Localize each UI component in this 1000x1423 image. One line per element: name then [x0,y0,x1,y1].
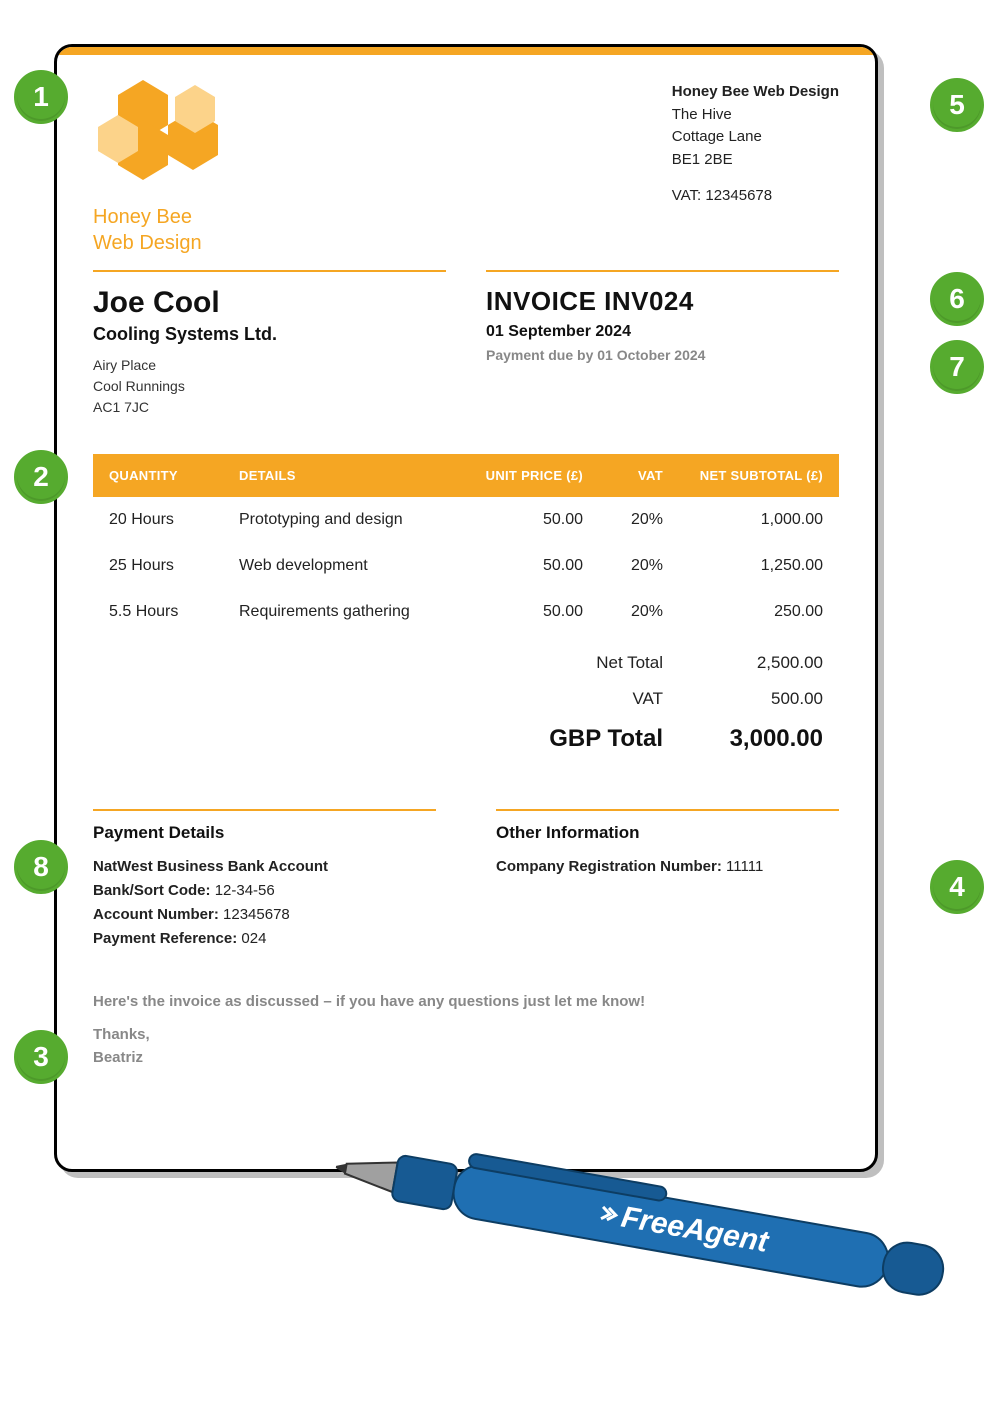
callout-badge-4: 4 [930,860,984,914]
vat-total-value: 500.00 [663,689,823,709]
billto-postcode: AC1 7JC [93,397,446,418]
other-info-block: Other Information Company Registration N… [496,809,839,951]
cell-vat: 20% [583,557,663,575]
payment-ref: Payment Reference: 024 [93,927,436,951]
invoice-meta-block: INVOICE INV024 01 September 2024 Payment… [486,256,839,363]
note-signoff: Thanks, Beatriz [93,1024,839,1069]
table-row: 25 HoursWeb development50.0020%1,250.00 [93,543,839,589]
line-items-table: QUANTITY DETAILS UNIT PRICE (£) VAT NET … [93,454,839,765]
totals-block: Net Total 2,500.00 VAT 500.00 GBP Total … [93,635,839,765]
logo-block: Honey Bee Web Design [93,75,313,256]
pen-arrow-icon [601,1207,617,1221]
invoice-title: INVOICE INV024 [486,286,839,317]
note-block: Here's the invoice as discussed – if you… [93,993,839,1069]
cell-subtotal: 1,000.00 [663,511,823,529]
table-header: QUANTITY DETAILS UNIT PRICE (£) VAT NET … [93,454,839,497]
cell-qty: 20 Hours [109,511,239,529]
payment-sort-label: Bank/Sort Code: [93,882,211,899]
grand-total-line: GBP Total 3,000.00 [109,717,823,761]
logo-text: Honey Bee Web Design [93,204,313,256]
billto-addr1: Airy Place [93,355,446,376]
company-reg-label: Company Registration Number: [496,858,722,875]
sender-vat: VAT: 12345678 [672,185,839,208]
logo-line2: Web Design [93,230,313,256]
payment-bank: NatWest Business Bank Account [93,855,436,879]
cell-details: Requirements gathering [239,603,463,621]
billto-company: Cooling Systems Ltd. [93,324,446,345]
bill-row: Joe Cool Cooling Systems Ltd. Airy Place… [93,256,839,418]
logo-line1: Honey Bee [93,204,313,230]
th-quantity: QUANTITY [109,468,239,483]
vat-total-line: VAT 500.00 [109,681,823,717]
cell-qty: 25 Hours [109,557,239,575]
sender-addr2: Cottage Lane [672,126,839,149]
net-total-line: Net Total 2,500.00 [109,645,823,681]
payment-ref-label: Payment Reference: [93,930,237,947]
divider [496,809,839,811]
cell-unit-price: 50.00 [463,603,583,621]
bill-to-block: Joe Cool Cooling Systems Ltd. Airy Place… [93,256,446,418]
sender-addr1: The Hive [672,104,839,127]
note-sign1: Thanks, [93,1024,839,1047]
payment-details-block: Payment Details NatWest Business Bank Ac… [93,809,436,951]
billto-name: Joe Cool [93,286,446,320]
th-details: DETAILS [239,468,463,483]
callout-badge-7: 7 [930,340,984,394]
sender-postcode: BE1 2BE [672,149,839,172]
net-total-value: 2,500.00 [663,653,823,673]
cell-subtotal: 250.00 [663,603,823,621]
grand-total-value: 3,000.00 [663,725,823,753]
table-row: 20 HoursPrototyping and design50.0020%1,… [93,497,839,543]
sender-block: Honey Bee Web Design The Hive Cottage La… [672,75,839,256]
payment-heading: Payment Details [93,823,436,843]
callout-badge-5: 5 [930,78,984,132]
top-accent-strip [57,47,875,55]
billto-addr2: Cool Runnings [93,376,446,397]
cell-unit-price: 50.00 [463,511,583,529]
note-sign2: Beatriz [93,1047,839,1070]
divider [486,270,839,272]
divider [93,270,446,272]
cell-details: Web development [239,557,463,575]
th-subtotal: NET SUBTOTAL (£) [663,468,823,483]
pen-brand-text: FreeAgent [619,1201,773,1260]
info-row: Payment Details NatWest Business Bank Ac… [93,809,839,951]
cell-subtotal: 1,250.00 [663,557,823,575]
net-total-label: Net Total [443,653,663,673]
payment-acct-value: 12345678 [223,906,290,923]
vat-total-label: VAT [443,689,663,709]
sender-name: Honey Bee Web Design [672,81,839,104]
company-reg-value: 11111 [726,858,763,875]
callout-badge-1: 1 [14,70,68,124]
payment-ref-value: 024 [241,930,266,947]
invoice-due: Payment due by 01 October 2024 [486,347,839,363]
company-reg: Company Registration Number: 11111 [496,855,839,879]
cell-vat: 20% [583,511,663,529]
callout-badge-6: 6 [930,272,984,326]
callout-badge-2: 2 [14,450,68,504]
payment-acct-label: Account Number: [93,906,219,923]
payment-sort: Bank/Sort Code: 12-34-56 [93,879,436,903]
th-vat: VAT [583,468,663,483]
callout-badge-8: 8 [14,840,68,894]
th-unit-price: UNIT PRICE (£) [463,468,583,483]
billto-address: Airy Place Cool Runnings AC1 7JC [93,355,446,418]
cell-unit-price: 50.00 [463,557,583,575]
other-heading: Other Information [496,823,839,843]
note-message: Here's the invoice as discussed – if you… [93,993,839,1010]
divider [93,809,436,811]
invoice-date: 01 September 2024 [486,323,839,341]
payment-acct: Account Number: 12345678 [93,903,436,927]
callout-badge-3: 3 [14,1030,68,1084]
cell-qty: 5.5 Hours [109,603,239,621]
cell-details: Prototyping and design [239,511,463,529]
invoice-page: Honey Bee Web Design Honey Bee Web Desig… [54,44,878,1172]
table-body: 20 HoursPrototyping and design50.0020%1,… [93,497,839,635]
table-row: 5.5 HoursRequirements gathering50.0020%2… [93,589,839,635]
cell-vat: 20% [583,603,663,621]
honeycomb-logo-icon [93,75,243,195]
grand-total-label: GBP Total [443,725,663,753]
header-row: Honey Bee Web Design Honey Bee Web Desig… [93,75,839,256]
payment-sort-value: 12-34-56 [215,882,275,899]
